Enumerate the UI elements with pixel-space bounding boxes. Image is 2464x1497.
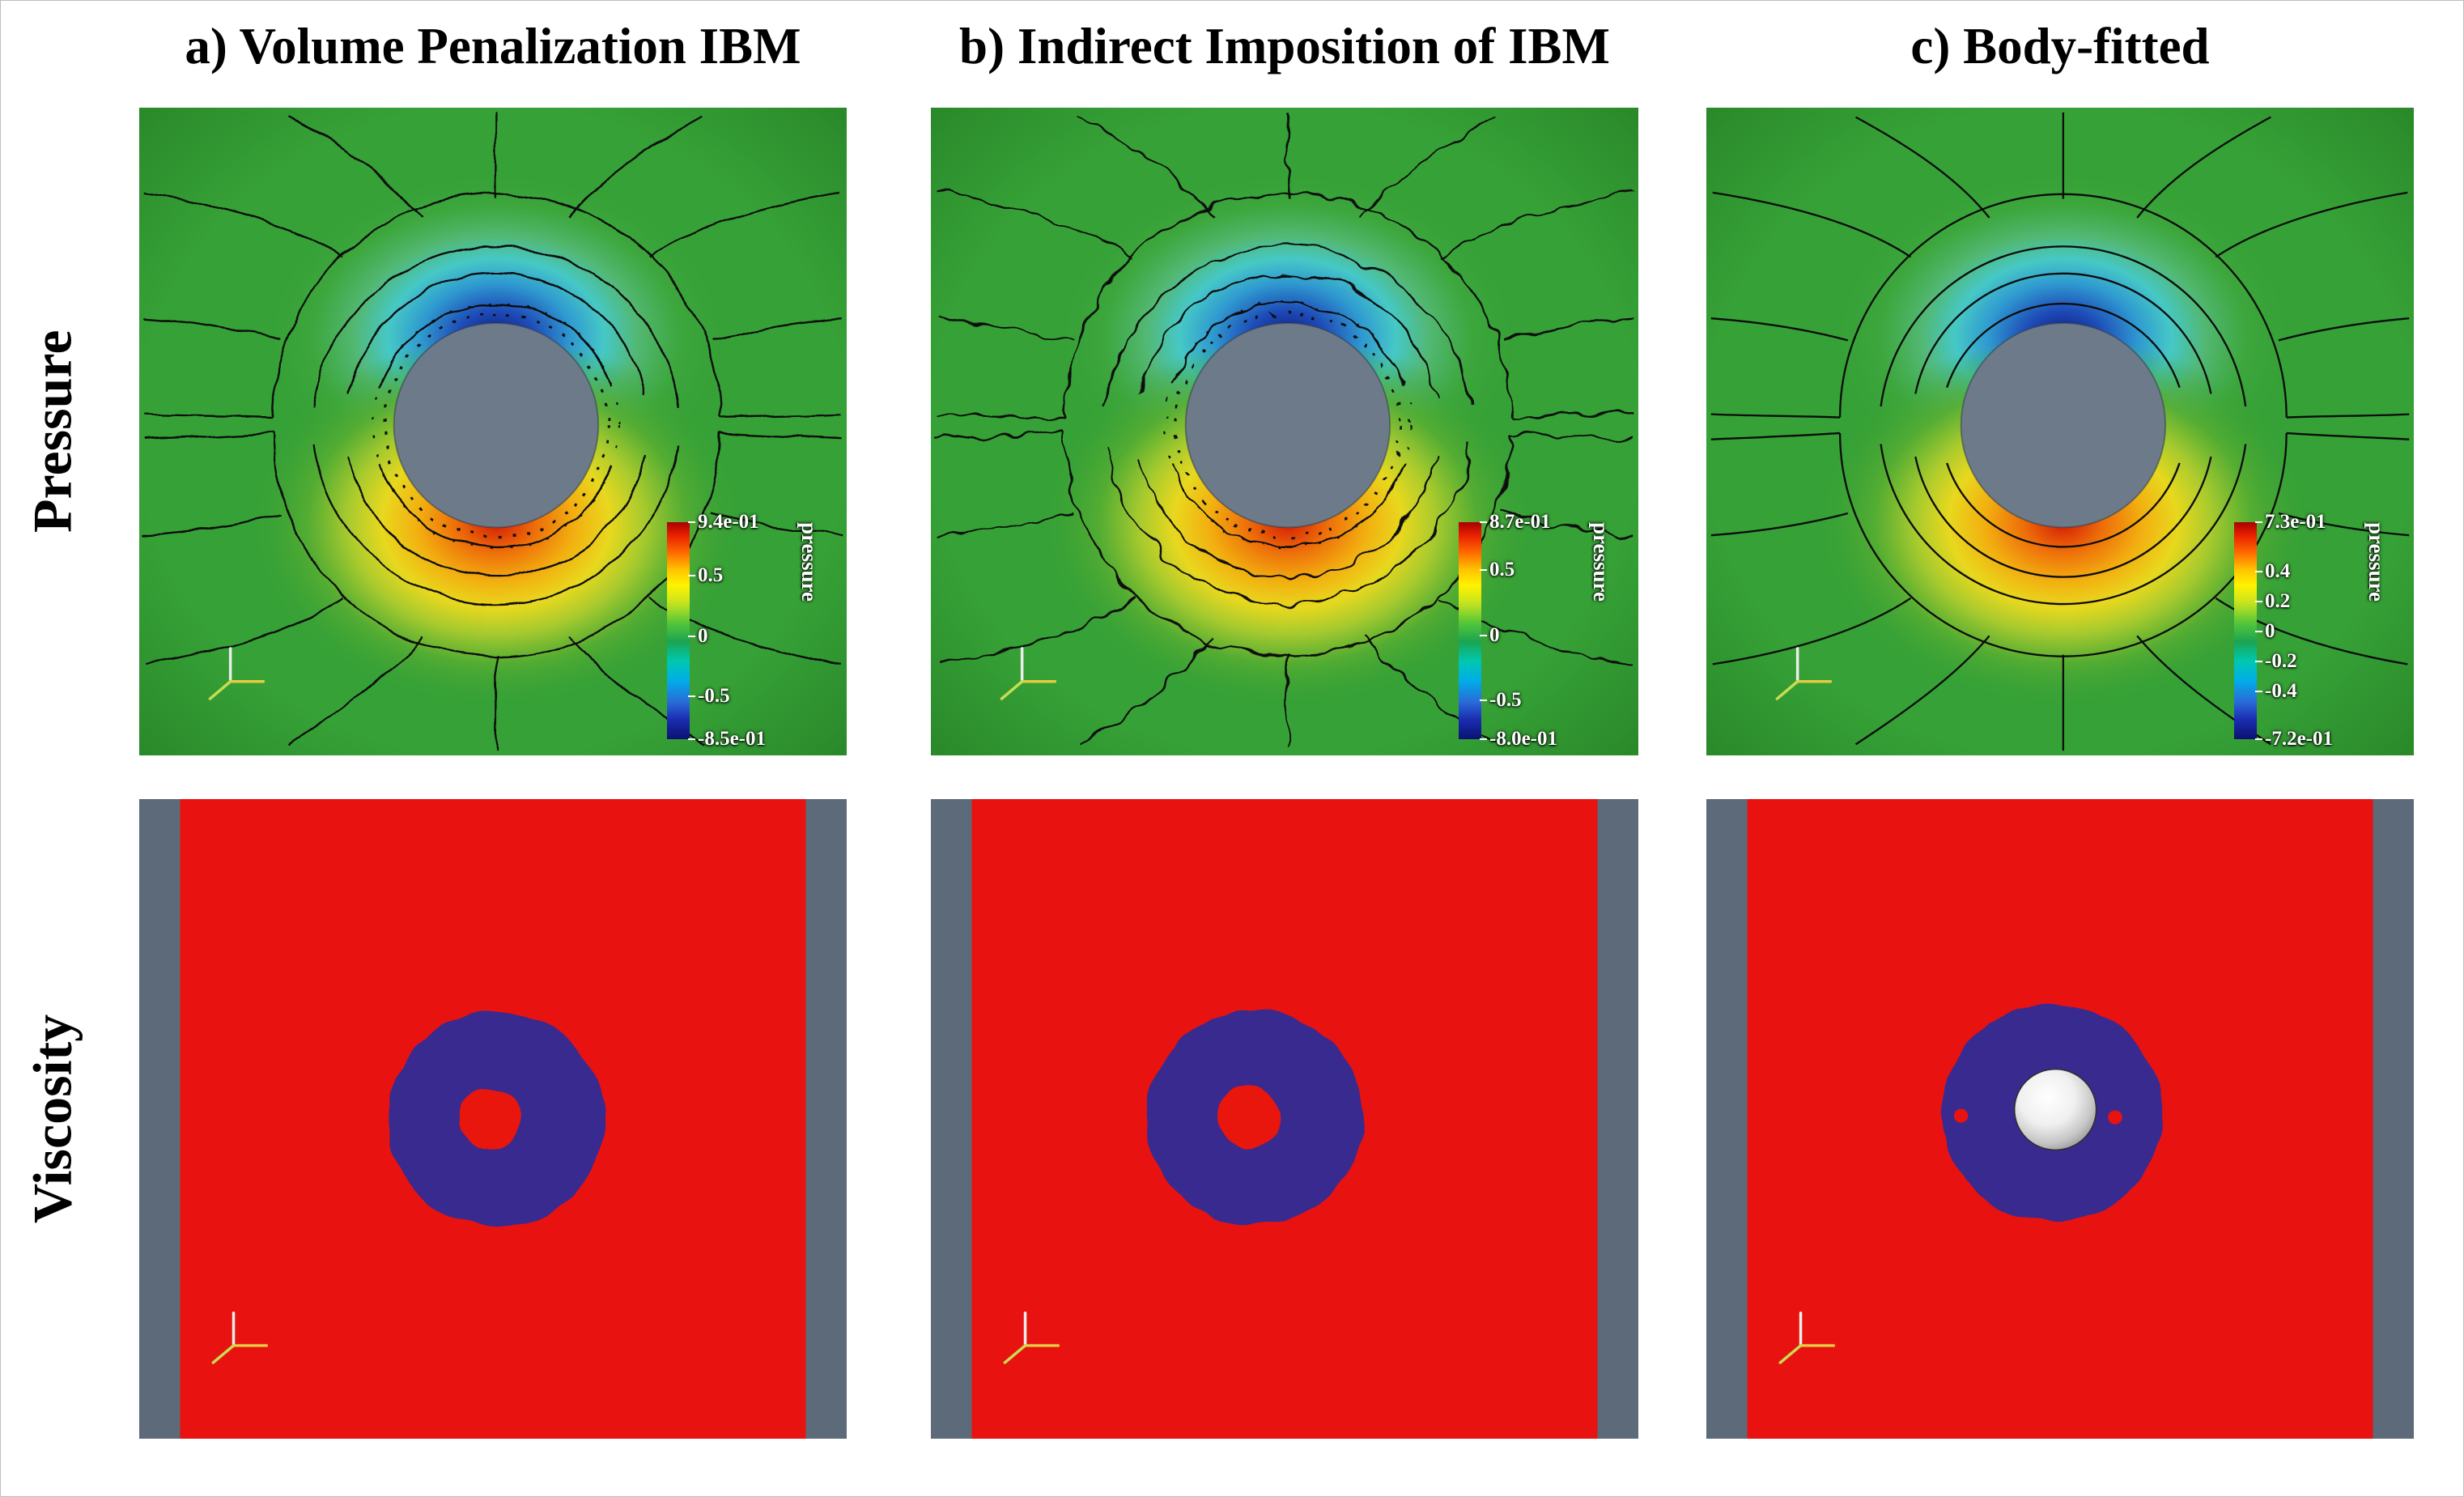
colorbar-tick-label: -8.0e-01 <box>1480 728 1557 750</box>
viscosity-field-plot-a <box>139 799 847 1439</box>
pressure-panel-b: 8.7e-01 0.5 0 -0.5 -8.0e-01 pressure <box>931 108 1638 755</box>
cylinder-cross-section <box>393 322 600 529</box>
colorbar-tick-label: -0.2 <box>2255 649 2297 672</box>
colorbar-title: pressure <box>797 522 822 602</box>
colorbar-tick-label: -8.5e-01 <box>688 728 766 750</box>
column-title-c: c) Body-fitted <box>1910 18 2210 74</box>
pressure-colorbar-c: 7.3e-01 0.4 0.2 0 -0.2 -0.4 -7.2e-01 pre… <box>2234 511 2411 750</box>
colorbar-tick-label: -0.5 <box>688 685 730 708</box>
penalized-viscosity-ring <box>387 1011 605 1227</box>
viscosity-panel-c <box>1706 799 2414 1439</box>
colorbar-tick-label: 7.3e-01 <box>2255 511 2326 533</box>
colorbar-title: pressure <box>1589 522 1613 602</box>
colorbar-gradient-bar <box>2234 522 2257 739</box>
viscosity-field-plot-c <box>1706 799 2414 1439</box>
cylinder-cross-section <box>1184 322 1391 529</box>
colorbar-tick-label: -0.5 <box>1480 688 1522 711</box>
colorbar-tick-label: 0 <box>2255 619 2275 642</box>
colorbar-gradient-bar <box>1459 522 1481 739</box>
pressure-colorbar-b: 8.7e-01 0.5 0 -0.5 -8.0e-01 pressure <box>1459 511 1635 750</box>
colorbar-tick-label: 8.7e-01 <box>1480 511 1551 533</box>
colorbar-tick-label: 0 <box>1480 623 1500 646</box>
viscosity-panel-b <box>931 799 1638 1439</box>
colorbar-tick-label: -0.4 <box>2255 679 2297 702</box>
penalized-viscosity-ring <box>1146 1010 1364 1225</box>
row-label-pressure: Pressure <box>21 330 83 534</box>
pressure-panel-a: 9.4e-01 0.5 0 -0.5 -8.5e-01 pressure <box>139 108 847 755</box>
colorbar-tick-label: 0 <box>688 624 708 647</box>
colorbar-tick-label: 0.5 <box>687 564 724 586</box>
viscosity-panel-a <box>139 799 847 1439</box>
colorbar-tick-label: 0.5 <box>1479 559 1515 581</box>
colorbar-title: pressure <box>2364 522 2389 602</box>
colorbar-tick-label: 0.2 <box>2254 590 2291 613</box>
pressure-panel-c: 7.3e-01 0.4 0.2 0 -0.2 -0.4 -7.2e-01 pre… <box>1706 108 2414 755</box>
cylinder-cross-section <box>1960 322 2167 529</box>
colorbar-gradient-bar <box>667 522 690 739</box>
row-label-viscosity: Viscosity <box>21 1014 83 1224</box>
column-title-a: a) Volume Penalization IBM <box>185 18 801 74</box>
viscosity-field-plot-b <box>931 799 1638 1439</box>
colorbar-tick-label: 0.4 <box>2254 560 2291 583</box>
pressure-colorbar-a: 9.4e-01 0.5 0 -0.5 -8.5e-01 pressure <box>667 511 843 750</box>
colorbar-tick-label: -7.2e-01 <box>2255 728 2333 750</box>
column-title-b: b) Indirect Imposition of IBM <box>959 18 1610 74</box>
colorbar-tick-label: 9.4e-01 <box>688 511 759 533</box>
